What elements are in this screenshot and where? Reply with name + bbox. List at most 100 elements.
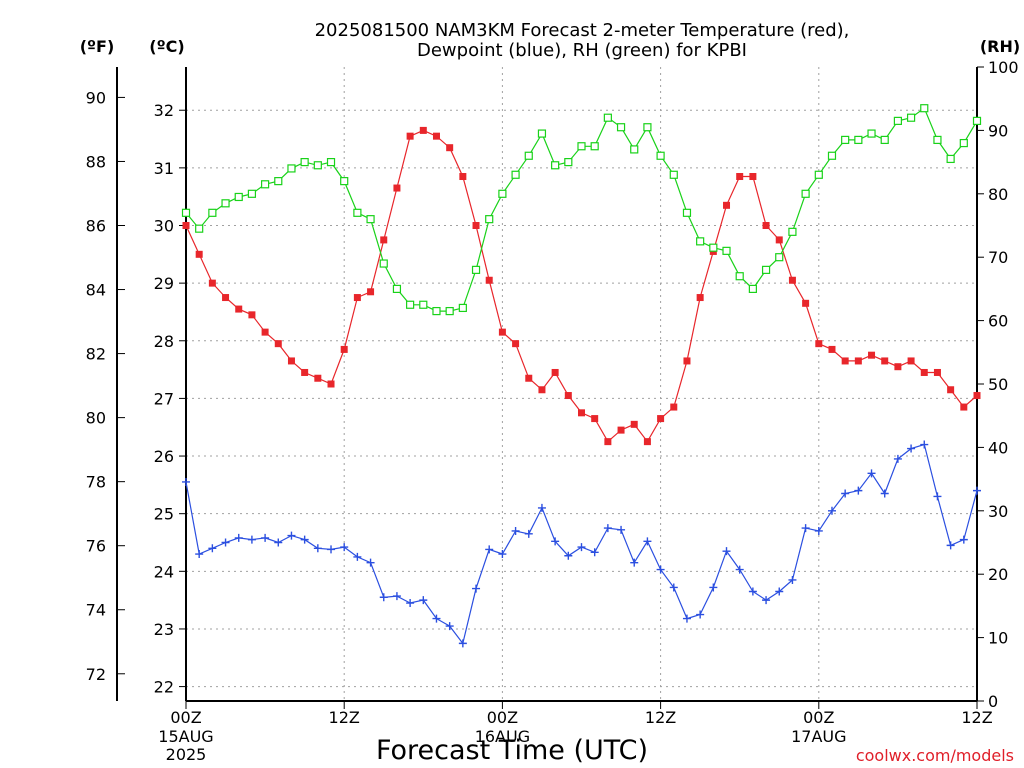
temperature-point [907, 357, 915, 365]
x-tick-year: 2025 [166, 745, 207, 764]
rh-tick-label: 60 [988, 312, 1008, 331]
x-axis-label: Forecast Time (UTC) [376, 735, 648, 766]
rh-point [959, 138, 968, 148]
dewpoint-point [827, 506, 836, 515]
temperature-point [920, 368, 928, 376]
temperature-point [367, 288, 375, 296]
rh-tick-label: 100 [988, 58, 1019, 77]
temperature-point [525, 374, 533, 382]
dewpoint-point [247, 535, 256, 544]
fahrenheit-tick-label: 82 [86, 345, 106, 364]
rh-point [616, 123, 626, 132]
rh-tick-label: 90 [988, 121, 1008, 140]
fahrenheit-tick-label: 84 [86, 281, 106, 300]
dewpoint-point [682, 614, 691, 623]
dewpoint-point [920, 440, 929, 449]
rh-point [181, 208, 191, 217]
dewpoint-point [880, 489, 889, 498]
rh-point [313, 161, 322, 170]
temperature-point [248, 311, 256, 319]
fahrenheit-tick-label: 80 [86, 409, 106, 428]
temperature-point [960, 403, 968, 411]
temperature-point [802, 299, 810, 307]
dewpoint-point [907, 444, 916, 453]
dewpoint-point [485, 545, 494, 554]
dewpoint-point [775, 587, 784, 596]
rh-point [537, 129, 547, 138]
fahrenheit-tick-label: 78 [86, 473, 106, 492]
dewpoint-point [669, 583, 678, 592]
dewpoint-point [656, 565, 665, 574]
temperature-point [815, 340, 823, 348]
dewpoint-point [933, 492, 942, 501]
temperature-point [617, 426, 625, 434]
watermark: coolwx.com/models [856, 746, 1014, 765]
temperature-point [182, 222, 190, 229]
temperature-point [683, 357, 691, 365]
temperature-point [657, 415, 665, 423]
rh-point [485, 215, 494, 224]
celsius-tick-label: 32 [154, 101, 174, 120]
dewpoint-point [524, 529, 533, 538]
dewpoint-point [603, 524, 612, 533]
rh-point [841, 135, 850, 145]
dewpoint-point [313, 544, 322, 553]
rh-point [524, 151, 533, 160]
rh-point [682, 208, 692, 217]
rh-point [775, 253, 784, 262]
temperature-point [749, 173, 757, 181]
dewpoint-point [419, 596, 428, 605]
x-tick-label: 12Z [329, 708, 360, 727]
temperature-point [973, 392, 981, 400]
dewpoint-point [630, 558, 639, 567]
temperature-point [393, 184, 401, 192]
x-tick-label: 12Z [645, 708, 676, 727]
fahrenheit-tick-label: 88 [86, 152, 106, 171]
dewpoint-point [406, 599, 415, 608]
rh-point [972, 116, 982, 125]
rh-point [287, 164, 296, 173]
rh-point [458, 303, 467, 313]
dewpoint-point [722, 547, 731, 556]
dewpoint-point [801, 524, 810, 533]
fahrenheit-tick-label: 86 [86, 217, 106, 236]
temperature-point [512, 340, 520, 348]
dewpoint-point [551, 537, 560, 546]
dewpoint-point [643, 537, 652, 546]
dewpoint-point [458, 639, 467, 648]
celsius-tick-label: 24 [154, 562, 174, 581]
chart-title: 2025081500 NAM3KM Forecast 2-meter Tempe… [315, 20, 850, 41]
rh-point [195, 224, 204, 233]
celsius-tick-label: 25 [154, 505, 174, 524]
temperature-point [446, 144, 454, 152]
temperature-point [604, 438, 612, 446]
dewpoint-point [195, 550, 204, 559]
fahrenheit-tick-label: 72 [86, 665, 106, 684]
temperature-point [380, 236, 388, 244]
dewpoint-point [182, 477, 190, 486]
temperature-point [828, 345, 836, 353]
rh-point [893, 116, 903, 125]
temperature-point [432, 132, 440, 140]
temperature-point [472, 222, 480, 229]
x-tick-label: 00Z [170, 708, 201, 727]
rh-point [867, 129, 876, 138]
rh-point [445, 306, 454, 316]
dewpoint-point [867, 469, 876, 478]
temperature-point [314, 374, 322, 382]
dewpoint-point [379, 593, 388, 602]
rh-point [696, 237, 705, 246]
fahrenheit-tick-label: 74 [86, 601, 106, 620]
rh-point [406, 300, 415, 309]
dewpoint-point [564, 551, 573, 560]
dewpoint-point [340, 543, 349, 552]
dewpoint-point [696, 610, 705, 619]
rh-point [326, 158, 336, 167]
series-layer [181, 104, 982, 648]
rh-point [669, 170, 678, 179]
temperature-point [696, 294, 704, 302]
temperature-point [854, 357, 862, 365]
dewpoint-point [445, 622, 454, 631]
rh-point [933, 135, 942, 145]
